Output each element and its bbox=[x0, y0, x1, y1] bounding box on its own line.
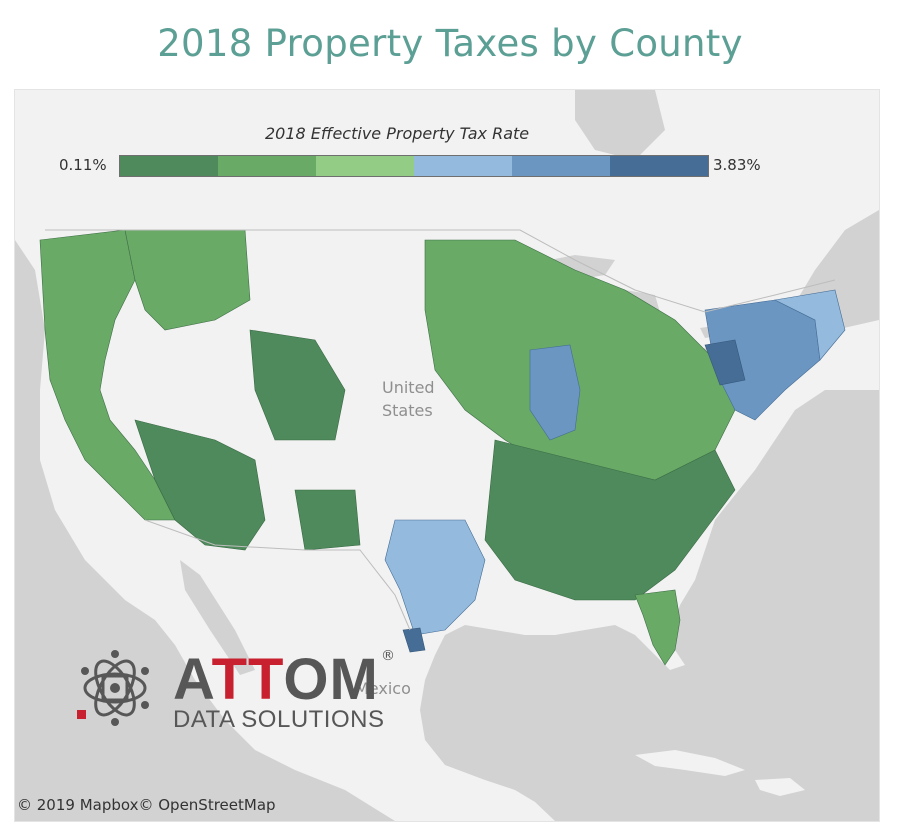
hispaniola-land bbox=[755, 778, 805, 796]
attom-wordmark: ATTOM bbox=[173, 650, 379, 710]
logo-tagline: DATA SOLUTIONS bbox=[173, 706, 385, 733]
page-title: 2018 Property Taxes by County bbox=[157, 22, 743, 65]
legend-step-1 bbox=[120, 156, 218, 176]
legend-min-label: 0.11% bbox=[59, 156, 107, 174]
legend-color-ramp bbox=[119, 155, 709, 177]
region-idaho-montana[interactable] bbox=[124, 229, 251, 331]
legend-step-4 bbox=[414, 156, 512, 176]
attom-logo: ATTOM ® DATA SOLUTIONS bbox=[73, 646, 473, 736]
country-label-mexico: Mexico bbox=[355, 679, 411, 698]
region-illinois[interactable] bbox=[529, 344, 581, 441]
region-southeast[interactable] bbox=[484, 439, 736, 601]
map-container[interactable]: 2018 Effective Property Tax Rate 0.11% 3… bbox=[14, 89, 880, 822]
logo-letter-a: A bbox=[173, 647, 212, 712]
us-canada-border bbox=[45, 229, 836, 313]
legend-title: 2018 Effective Property Tax Rate bbox=[265, 124, 530, 143]
us-mexico-border bbox=[144, 519, 411, 631]
legend-step-2 bbox=[218, 156, 316, 176]
region-southwest[interactable] bbox=[134, 419, 266, 551]
legend-max-label: 3.83% bbox=[713, 156, 761, 174]
legend-step-5 bbox=[512, 156, 610, 176]
region-new-mexico[interactable] bbox=[294, 489, 361, 551]
region-texas-south[interactable] bbox=[402, 627, 426, 653]
region-texas[interactable] bbox=[384, 519, 486, 636]
region-new-york-dark[interactable] bbox=[704, 339, 746, 386]
logo-letters-om: OM bbox=[283, 647, 379, 712]
logo-letters-tt: TT bbox=[211, 647, 284, 712]
region-utah-colorado[interactable] bbox=[249, 329, 346, 441]
attom-emblem-icon bbox=[77, 650, 149, 726]
region-new-england[interactable] bbox=[774, 289, 846, 361]
county-data-layer[interactable] bbox=[39, 229, 846, 666]
cuba-land bbox=[635, 750, 745, 776]
legend-step-3 bbox=[316, 156, 414, 176]
region-florida[interactable] bbox=[634, 589, 681, 666]
map-canvas[interactable] bbox=[15, 90, 879, 821]
hudson-bay bbox=[575, 90, 665, 160]
country-label-united: United bbox=[382, 378, 435, 397]
registered-mark: ® bbox=[381, 648, 395, 664]
country-label-states: States bbox=[382, 401, 433, 420]
map-attribution[interactable]: © 2019 Mapbox© OpenStreetMap bbox=[17, 796, 276, 814]
legend-step-6 bbox=[610, 156, 708, 176]
gulf-of-california bbox=[180, 560, 255, 675]
